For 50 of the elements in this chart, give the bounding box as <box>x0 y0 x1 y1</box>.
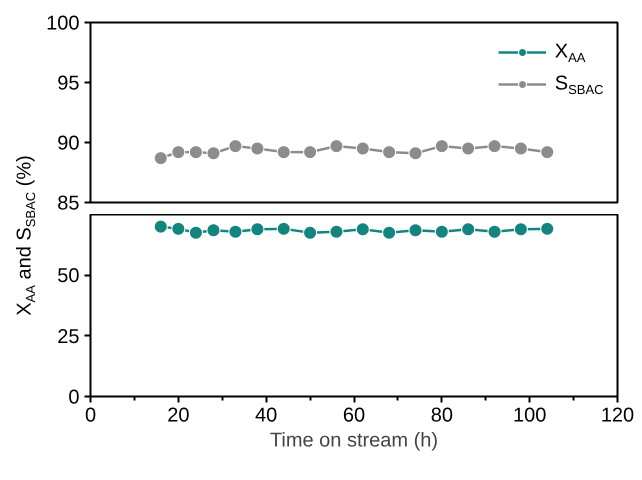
y-tick-label: 100 <box>46 12 80 34</box>
point <box>540 222 554 236</box>
y-tick-label: 50 <box>57 265 80 288</box>
y-axis-title: XAA and SSBAC (%) <box>14 155 38 316</box>
point <box>250 142 264 156</box>
x-tick-label: 0 <box>84 404 96 426</box>
y-tick-label: 85 <box>57 192 80 214</box>
x-tick-label: 120 <box>600 404 634 426</box>
point <box>514 222 528 236</box>
point <box>408 146 422 160</box>
point <box>250 222 264 236</box>
point <box>488 224 502 239</box>
x-tick-label: 40 <box>255 404 278 426</box>
point <box>228 139 242 154</box>
point <box>382 226 396 240</box>
y-tick-label: 25 <box>57 326 80 348</box>
point <box>329 224 344 239</box>
point <box>514 142 528 156</box>
point <box>461 222 476 236</box>
point <box>188 226 203 240</box>
point <box>303 145 318 160</box>
x-tick-label: 80 <box>430 404 453 426</box>
x-tick-label: 100 <box>512 404 546 426</box>
point <box>434 224 449 239</box>
point <box>228 224 242 239</box>
point <box>206 223 220 238</box>
point <box>171 222 186 236</box>
point <box>540 145 554 160</box>
point <box>188 145 203 160</box>
point <box>488 139 502 154</box>
point <box>356 142 370 156</box>
y-tick-label: 95 <box>57 72 80 94</box>
point <box>276 222 291 236</box>
point <box>461 142 476 156</box>
point <box>171 145 186 160</box>
point <box>276 145 291 160</box>
y-tick-label: 0 <box>68 386 80 408</box>
x-axis-title: Time on stream (h) <box>270 430 438 452</box>
point <box>154 151 168 166</box>
point <box>356 222 370 236</box>
point <box>154 220 168 234</box>
y-tick-label: 90 <box>57 132 80 154</box>
point <box>382 145 396 160</box>
point <box>303 226 318 240</box>
point <box>329 139 344 154</box>
x-tick-label: 20 <box>167 404 190 426</box>
point <box>206 146 220 160</box>
x-tick-label: 60 <box>342 404 366 426</box>
point <box>434 139 449 154</box>
point <box>408 223 422 238</box>
